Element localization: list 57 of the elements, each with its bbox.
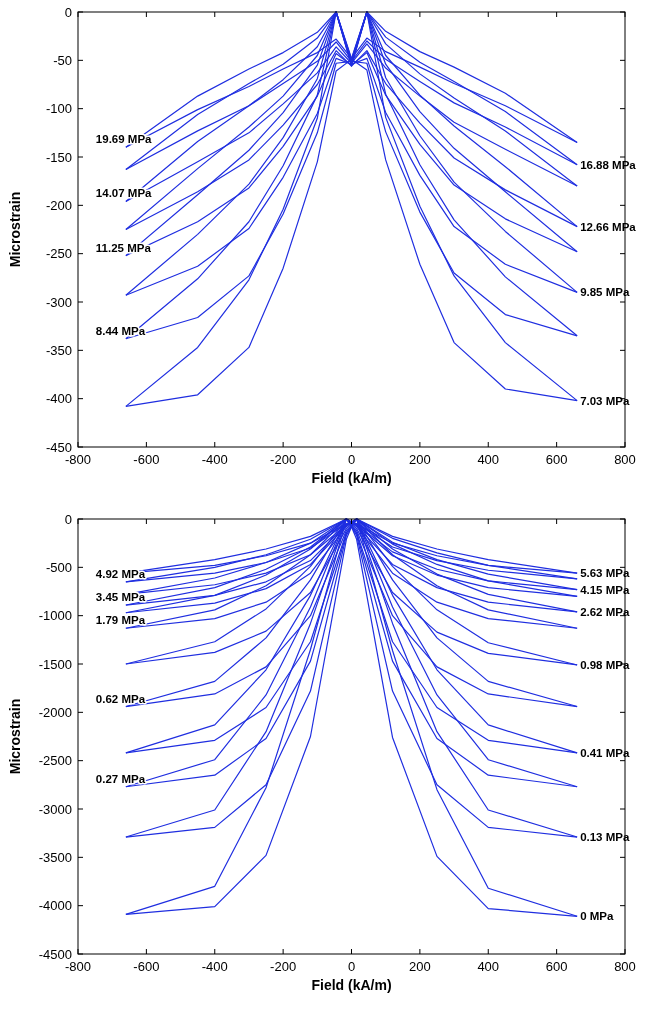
- y-tick-label: -250: [45, 246, 72, 262]
- series-label: 9.85 MPa: [580, 286, 630, 299]
- series-label: 2.62 MPa: [580, 605, 630, 618]
- y-tick-label: -3000: [38, 801, 72, 817]
- y-tick-label: -500: [45, 559, 72, 575]
- y-tick-label: -400: [45, 391, 72, 407]
- x-axis-title: Field (kA/m): [311, 470, 392, 486]
- y-tick-label: -4500: [38, 946, 72, 962]
- series-label: 0 MPa: [580, 910, 614, 923]
- x-tick-label: 800: [614, 452, 636, 467]
- y-tick-label: -50: [53, 52, 72, 68]
- x-tick-label: 0: [347, 959, 356, 974]
- y-tick-label: -350: [45, 342, 72, 358]
- series-label: 7.03 MPa: [580, 394, 630, 407]
- series-label: 0.98 MPa: [580, 658, 630, 671]
- series-label: 3.45 MPa: [95, 591, 146, 604]
- x-tick-label: 400: [477, 959, 500, 974]
- x-tick-label: 200: [409, 452, 431, 467]
- series-label: 0.41 MPa: [580, 746, 630, 759]
- y-tick-label: -2500: [38, 753, 72, 769]
- y-tick-label: 0: [64, 511, 72, 527]
- x-tick-label: 200: [409, 959, 431, 974]
- x-tick-label: 400: [477, 452, 500, 467]
- y-tick-label: -450: [45, 439, 72, 455]
- series-label: 0.13 MPa: [580, 831, 630, 844]
- y-tick-label: -1000: [38, 608, 72, 624]
- x-tick-label: -200: [270, 959, 297, 974]
- y-tick-label: -300: [45, 294, 72, 310]
- x-tick-label: 600: [545, 959, 568, 974]
- series-label: 5.63 MPa: [580, 567, 630, 580]
- y-tick-label: -2000: [38, 704, 72, 720]
- series-label: 0.62 MPa: [95, 692, 146, 705]
- series-label: 1.79 MPa: [95, 614, 146, 627]
- y-axis-title: Microstrain: [7, 191, 23, 268]
- x-axis-title: Field (kA/m): [311, 977, 392, 993]
- x-tick-label: -400: [201, 452, 228, 467]
- y-axis-title: Microstrain: [7, 698, 23, 775]
- x-tick-label: -600: [133, 452, 160, 467]
- series-label: 16.88 MPa: [580, 158, 637, 171]
- x-tick-label: -800: [64, 452, 92, 467]
- x-tick-label: 0: [347, 452, 356, 467]
- series-label: 12.66 MPa: [580, 220, 637, 233]
- series-label: 0.27 MPa: [95, 772, 146, 785]
- x-tick-label: -600: [133, 959, 160, 974]
- y-tick-label: -150: [45, 149, 72, 165]
- x-tick-label: -400: [201, 959, 228, 974]
- y-tick-label: -100: [45, 101, 72, 117]
- x-tick-label: -200: [270, 452, 297, 467]
- x-tick-label: -800: [64, 959, 92, 974]
- y-tick-label: 0: [64, 4, 72, 20]
- x-tick-label: 600: [545, 452, 568, 467]
- series-label: 4.15 MPa: [580, 583, 630, 596]
- y-tick-label: -3500: [38, 849, 72, 865]
- x-tick-label: 800: [614, 959, 636, 974]
- y-tick-label: -1500: [38, 656, 72, 672]
- y-tick-label: -200: [45, 197, 72, 213]
- y-tick-label: -4000: [38, 898, 72, 914]
